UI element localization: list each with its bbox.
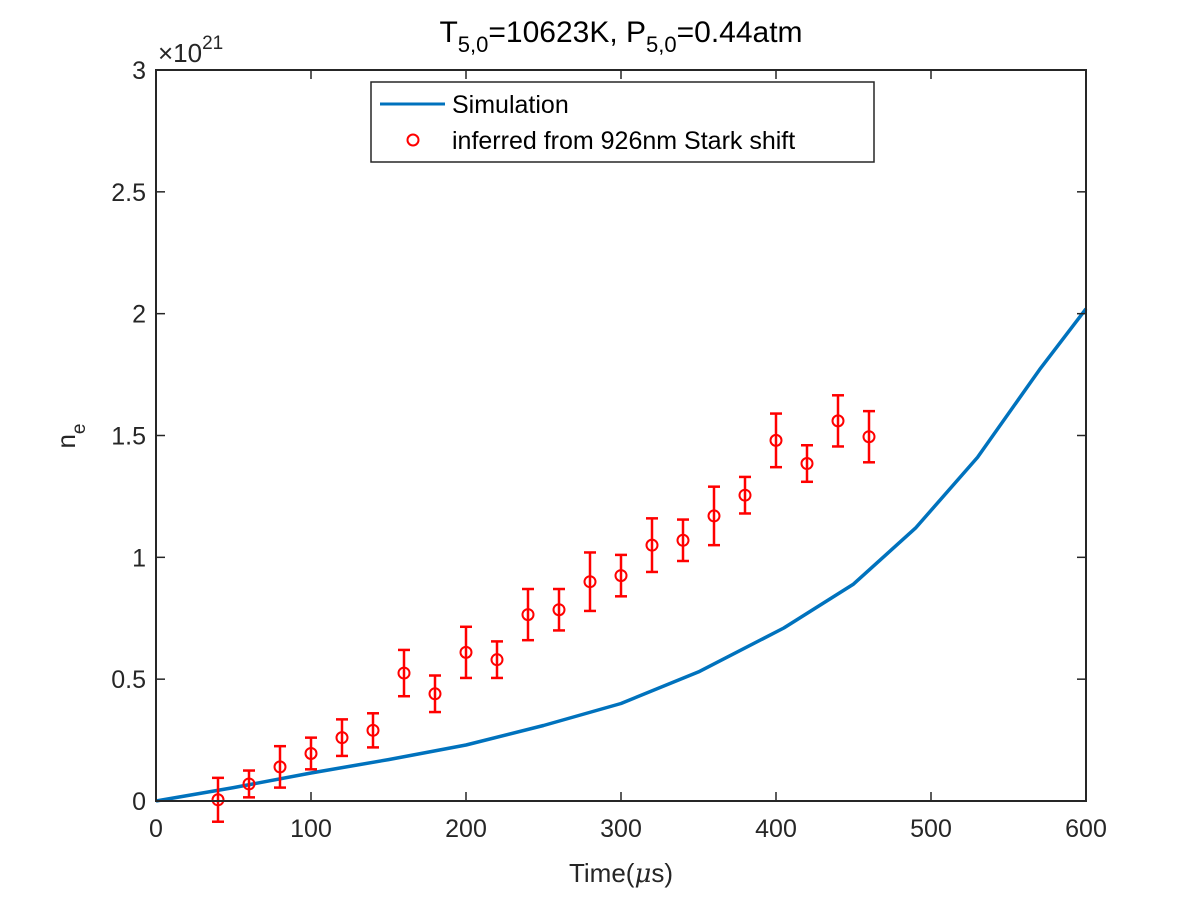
y-tick-label: 0.5: [111, 666, 146, 694]
y-tick-label: 2: [132, 301, 146, 329]
data-point: [428, 687, 442, 701]
data-point: [614, 569, 628, 583]
legend-box: [370, 81, 875, 163]
x-tick-label: 300: [600, 815, 642, 843]
axes-layer: 0 100 200 300 400 500 600 0 0.5 1 1.5 2 2.5 3: [111, 57, 1107, 843]
data-point: [800, 457, 814, 471]
x-axis-label: Time(μs): [569, 858, 673, 889]
y-tick-label: 2.5: [111, 179, 146, 207]
data-point: [552, 603, 566, 617]
legend-simulation-label: Simulation: [452, 91, 569, 119]
x-tick-label: 500: [910, 815, 952, 843]
y-exponent-label: ×1021: [158, 33, 223, 68]
data-point: [676, 533, 690, 547]
x-tick-label: 400: [755, 815, 797, 843]
data-point: [397, 666, 411, 680]
data-point: [304, 746, 318, 760]
legend: Simulation inferred from 926nm Stark shi…: [370, 81, 875, 163]
plot-area: [156, 70, 1086, 801]
data-point: [769, 433, 783, 447]
legend-stark-swatch: [406, 133, 420, 147]
data-point: [459, 645, 473, 659]
data-point: [242, 777, 256, 791]
x-tick-label: 100: [290, 815, 332, 843]
axes-box: [155, 69, 1087, 802]
data-point: [738, 488, 752, 502]
data-point: [335, 731, 349, 745]
x-tick-label: 200: [445, 815, 487, 843]
y-tick-label: 0: [132, 788, 146, 816]
series-layer: [155, 307, 1088, 823]
y-tick-label: 1.5: [111, 423, 146, 451]
data-point: [831, 414, 845, 428]
legend-stark-label: inferred from 926nm Stark shift: [452, 127, 795, 155]
y-tick-label: 1: [132, 544, 146, 572]
x-tick-label: 0: [149, 815, 163, 843]
y-tick-label: 3: [132, 57, 146, 85]
simulation-line: [155, 307, 1088, 803]
data-point: [490, 653, 504, 667]
data-point: [521, 608, 535, 622]
data-point: [862, 430, 876, 444]
data-point: [211, 793, 225, 807]
chart-title: T5,0=10623K, P5,0=0.44atm: [439, 16, 802, 57]
data-point: [583, 575, 597, 589]
data-point: [707, 509, 721, 523]
data-point: [273, 760, 287, 774]
data-point: [366, 723, 380, 737]
y-axis-label-group: ne: [51, 423, 90, 448]
x-tick-label: 600: [1065, 815, 1107, 843]
data-point: [645, 538, 659, 552]
y-axis-label: ne: [51, 423, 90, 448]
